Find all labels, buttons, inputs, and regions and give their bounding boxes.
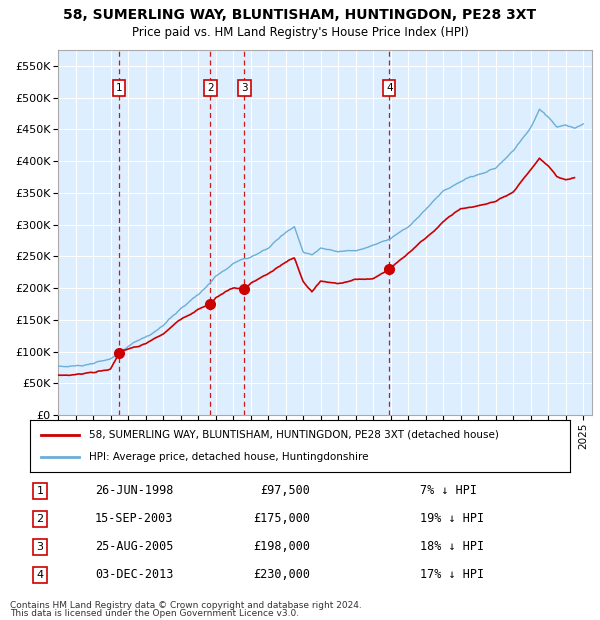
Text: 4: 4 <box>386 83 392 94</box>
Text: This data is licensed under the Open Government Licence v3.0.: This data is licensed under the Open Gov… <box>10 609 299 618</box>
Text: Price paid vs. HM Land Registry's House Price Index (HPI): Price paid vs. HM Land Registry's House … <box>131 26 469 39</box>
Text: HPI: Average price, detached house, Huntingdonshire: HPI: Average price, detached house, Hunt… <box>89 453 369 463</box>
Text: 25-AUG-2005: 25-AUG-2005 <box>95 541 173 554</box>
Text: 03-DEC-2013: 03-DEC-2013 <box>95 569 173 582</box>
Text: 3: 3 <box>241 83 248 94</box>
Text: 58, SUMERLING WAY, BLUNTISHAM, HUNTINGDON, PE28 3XT (detached house): 58, SUMERLING WAY, BLUNTISHAM, HUNTINGDO… <box>89 430 499 440</box>
Text: 2: 2 <box>37 514 44 524</box>
Text: 18% ↓ HPI: 18% ↓ HPI <box>420 541 484 554</box>
Text: 7% ↓ HPI: 7% ↓ HPI <box>420 484 477 497</box>
Text: 26-JUN-1998: 26-JUN-1998 <box>95 484 173 497</box>
Text: 2: 2 <box>207 83 214 94</box>
Text: £198,000: £198,000 <box>253 541 310 554</box>
Text: 58, SUMERLING WAY, BLUNTISHAM, HUNTINGDON, PE28 3XT: 58, SUMERLING WAY, BLUNTISHAM, HUNTINGDO… <box>64 8 536 22</box>
Text: £230,000: £230,000 <box>253 569 310 582</box>
Text: 3: 3 <box>37 542 44 552</box>
Text: £97,500: £97,500 <box>260 484 310 497</box>
Text: 19% ↓ HPI: 19% ↓ HPI <box>420 513 484 526</box>
Text: 15-SEP-2003: 15-SEP-2003 <box>95 513 173 526</box>
Text: Contains HM Land Registry data © Crown copyright and database right 2024.: Contains HM Land Registry data © Crown c… <box>10 601 362 610</box>
Text: 1: 1 <box>116 83 122 94</box>
Text: 17% ↓ HPI: 17% ↓ HPI <box>420 569 484 582</box>
Text: 4: 4 <box>37 570 44 580</box>
Text: £175,000: £175,000 <box>253 513 310 526</box>
Text: 1: 1 <box>37 486 44 496</box>
